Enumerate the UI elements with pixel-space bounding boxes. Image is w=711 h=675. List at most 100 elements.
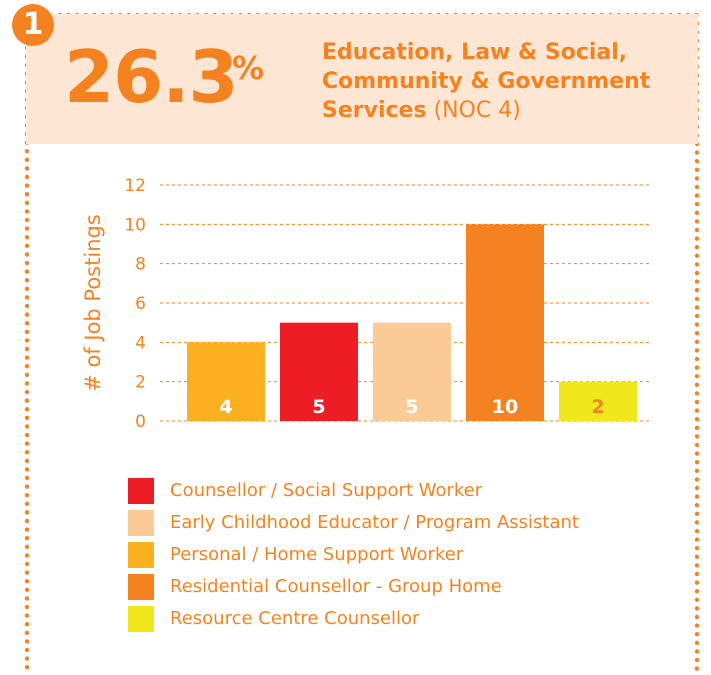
frame-dot: [24, 346, 30, 352]
frame-dot: [694, 503, 700, 508]
y-tick-label: 12: [124, 176, 146, 196]
frame-dot: [694, 374, 700, 379]
frame-dot: [24, 553, 30, 558]
frame-dot: [24, 622, 30, 627]
bar: [466, 224, 544, 421]
y-tick-label: 0: [135, 412, 146, 432]
frame-dot: [694, 657, 700, 663]
frame-dot: [24, 303, 30, 309]
frame-dot: [24, 424, 30, 429]
frame-dot: [694, 614, 700, 620]
frame-dot: [24, 157, 30, 162]
legend-label: Early Childhood Educator / Program Assis…: [170, 512, 579, 533]
frame-dot: [694, 210, 700, 215]
frame-dot: [694, 313, 700, 319]
frame-dot: [694, 442, 700, 448]
frame-dot: [24, 441, 30, 446]
frame-dot: [694, 597, 700, 602]
frame-dot: [694, 589, 700, 594]
title-line-3: Services (NOC 4): [322, 96, 682, 125]
y-axis-label: # of Job Postings: [81, 214, 105, 392]
frame-dot: [694, 606, 700, 611]
frame-dot: [24, 527, 30, 532]
frame-dot: [24, 235, 30, 240]
frame-dot: [24, 226, 30, 231]
legend-swatch: [128, 542, 154, 568]
legend-swatch: [128, 574, 154, 600]
frame-dot: [694, 571, 700, 577]
legend-swatch: [128, 510, 154, 536]
bar-data-label: 5: [312, 396, 325, 418]
frame-dot: [694, 184, 700, 190]
legend-label: Counsellor / Social Support Worker: [170, 480, 483, 501]
frame-dot: [694, 563, 700, 568]
frame-dot: [694, 296, 700, 301]
frame-dot: [694, 666, 700, 671]
frame-dot: [694, 193, 700, 198]
frame-dot: [694, 528, 700, 534]
frame-dot: [24, 518, 30, 524]
frame-dot: [24, 372, 30, 377]
frame-dot: [694, 202, 700, 207]
frame-dot: [24, 321, 30, 326]
frame-dot: [24, 174, 30, 180]
bar: [280, 322, 358, 421]
bar-data-label: 10: [492, 396, 518, 418]
frame-dot: [694, 485, 700, 491]
y-tick-label: 10: [124, 215, 146, 235]
frame-dot: [24, 630, 30, 635]
frame-dot: [694, 262, 700, 267]
bar: [559, 381, 637, 421]
bar: [187, 342, 265, 421]
frame-dot: [694, 150, 700, 155]
frame-dot: [694, 279, 700, 284]
percentage-value: 26.3: [64, 35, 239, 119]
frame-dot: [24, 484, 30, 489]
frame-dot: [24, 166, 30, 171]
frame-dot: [694, 434, 700, 439]
frame-dot: [24, 639, 30, 644]
frame-dot: [24, 381, 30, 386]
frame-dot: [24, 329, 30, 334]
frame-dot: [694, 632, 700, 637]
frame-dot: [24, 183, 30, 188]
frame-dot: [24, 312, 30, 317]
legend-label: Residential Counsellor - Group Home: [170, 576, 502, 597]
category-title: Education, Law & Social, Community & Gov…: [322, 38, 682, 125]
frame-dot: [24, 149, 30, 154]
frame-dot: [24, 570, 30, 575]
frame-dot: [24, 217, 30, 223]
frame-dot: [24, 536, 30, 541]
percent-sign: %: [232, 49, 265, 87]
frame-dot: [694, 219, 700, 224]
frame-dot: [694, 546, 700, 551]
frame-dot: [24, 260, 30, 266]
frame-dot: [694, 270, 700, 276]
legend-swatch: [128, 478, 154, 504]
y-tick-label: 2: [135, 373, 146, 393]
frame-dot: [694, 649, 700, 654]
frame-dot: [24, 252, 30, 257]
frame-dot: [24, 415, 30, 420]
frame-dot: [694, 227, 700, 233]
frame-dot: [694, 554, 700, 559]
frame-dot: [694, 391, 700, 396]
legend-swatch: [128, 606, 154, 632]
frame-dot: [694, 382, 700, 387]
y-tick-label: 8: [135, 255, 146, 275]
frame-dot: [24, 355, 30, 360]
frame-dot: [24, 398, 30, 403]
frame-dot: [24, 458, 30, 463]
frame-dot: [24, 561, 30, 567]
frame-dot: [24, 338, 30, 343]
frame-dot: [24, 209, 30, 214]
frame-dot: [24, 407, 30, 412]
frame-dot: [694, 511, 700, 516]
header-panel: [26, 14, 698, 144]
frame-dot: [694, 580, 700, 585]
frame-dot: [694, 236, 700, 241]
frame-dot: [694, 451, 700, 456]
frame-dot: [694, 408, 700, 413]
frame-dot: [694, 305, 700, 310]
frame-dot: [24, 432, 30, 438]
